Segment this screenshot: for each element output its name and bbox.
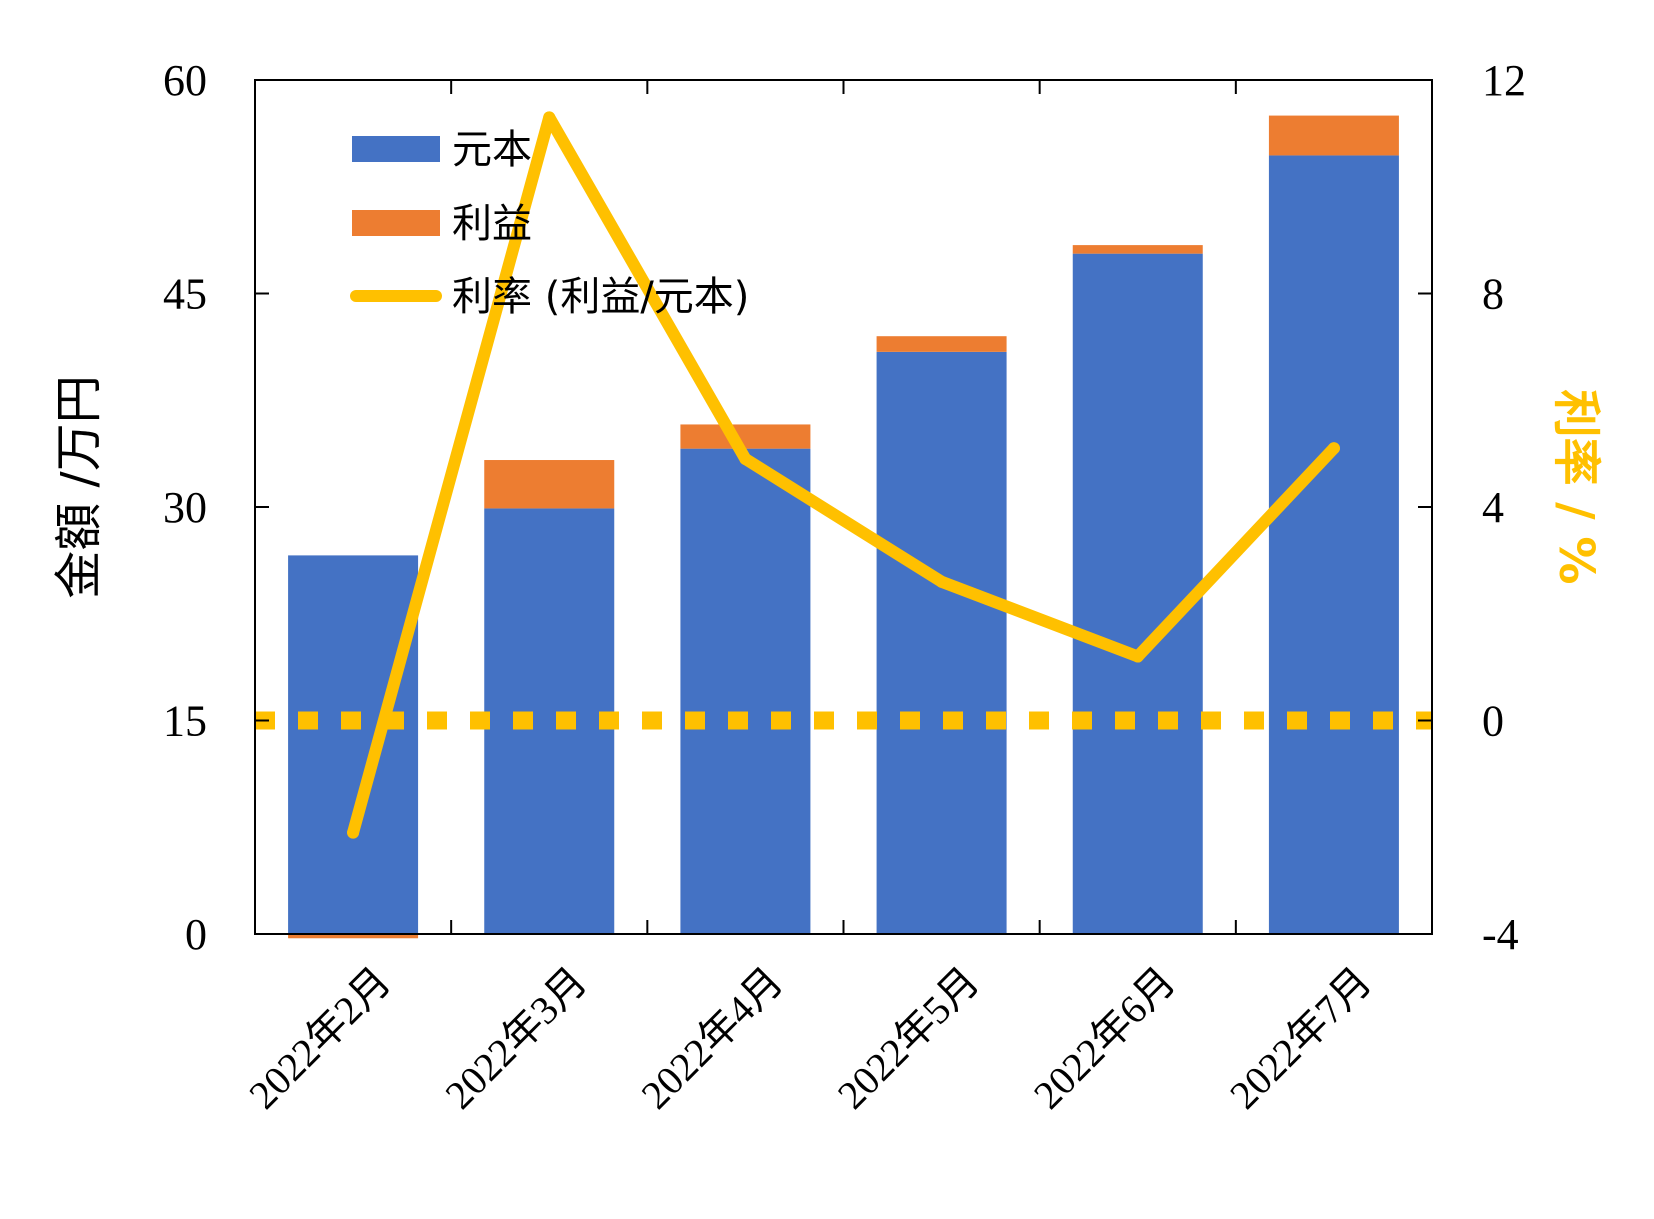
- legend-label-profit: 利益: [452, 201, 532, 247]
- y-tick-label: 15: [163, 697, 207, 746]
- rate-point: [739, 452, 752, 465]
- bar-profit: [1072, 245, 1203, 254]
- rate-point: [543, 111, 556, 124]
- y-tick-label: 30: [163, 483, 207, 532]
- bars-layer: [288, 115, 1399, 939]
- y-axis-label: 金額 /万円: [51, 375, 107, 598]
- y2-tick-label: 12: [1482, 56, 1526, 105]
- bar-principal: [680, 448, 811, 934]
- bar-profit: [1268, 115, 1399, 156]
- x-category-label: 2022年7月: [1221, 958, 1380, 1117]
- rate-line-layer: [347, 111, 1340, 839]
- bar-profit: [288, 934, 419, 939]
- rate-line: [347, 111, 1340, 839]
- x-category-label: 2022年5月: [829, 958, 988, 1117]
- plot-frame: [254, 79, 1433, 935]
- y2-tick-label: -4: [1482, 910, 1519, 959]
- y-tick-label: 60: [163, 56, 207, 105]
- legend-swatch-profit: [352, 210, 440, 236]
- bar-profit: [484, 460, 615, 509]
- legend-swatch-principal: [352, 136, 440, 162]
- ticks-layer: [255, 79, 1432, 935]
- bar-principal: [876, 351, 1007, 934]
- y2-tick-label: 8: [1482, 270, 1504, 319]
- bar-principal: [1268, 155, 1399, 935]
- y-tick-label: 0: [185, 910, 207, 959]
- left-tick-labels: 0 15 30 45 60: [163, 56, 207, 959]
- x-category-label: 2022年6月: [1025, 958, 1184, 1117]
- x-category-label: 2022年2月: [240, 958, 399, 1117]
- bar-principal: [484, 508, 615, 934]
- y2-tick-label: 4: [1482, 483, 1504, 532]
- x-category-label: 2022年4月: [633, 958, 792, 1117]
- bar-profit: [876, 336, 1007, 352]
- rate-point: [1327, 442, 1340, 455]
- rate-point: [347, 826, 360, 839]
- bar-principal: [288, 555, 419, 934]
- legend-label-principal: 元本: [452, 127, 532, 173]
- bar-principal: [1072, 253, 1203, 934]
- rate-point: [935, 575, 948, 588]
- y-tick-label: 45: [163, 270, 207, 319]
- legend: 元本 利益 利率 (利益/元本): [350, 127, 749, 320]
- rate-point: [1131, 650, 1144, 663]
- y2-axis-label: 利率 / %: [1548, 389, 1604, 584]
- y2-tick-label: 0: [1482, 697, 1504, 746]
- right-tick-labels: -4 0 4 8 12: [1482, 56, 1526, 959]
- category-labels: 2022年2月 2022年3月 2022年4月 2022年5月 2022年6月 2022年…: [240, 958, 1380, 1117]
- legend-label-rate: 利率 (利益/元本): [452, 274, 749, 320]
- bar-profit: [680, 424, 811, 449]
- x-category-label: 2022年3月: [436, 958, 595, 1117]
